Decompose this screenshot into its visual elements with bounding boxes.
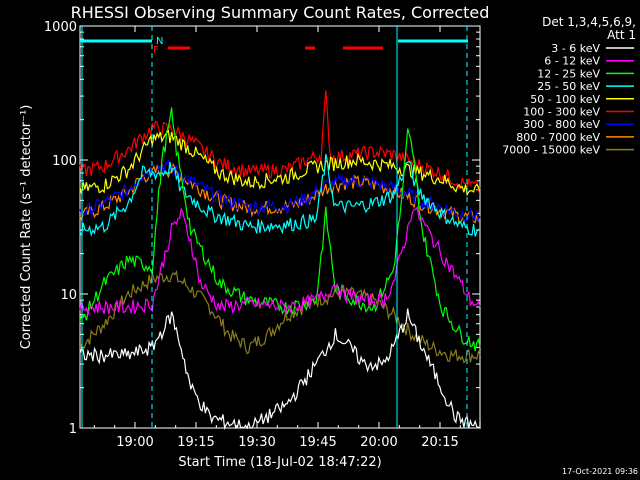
x-tick-label: 20:00 <box>360 435 397 450</box>
legend-label: 3 - 6 keV <box>551 42 600 55</box>
detector-info-line-2: Att 1 <box>607 28 636 42</box>
x-tick-label: 19:00 <box>116 435 153 450</box>
legend-label: 100 - 300 keV <box>523 106 600 119</box>
x-tick-label: 19:45 <box>299 435 336 450</box>
chart-title: RHESSI Observing Summary Count Rates, Co… <box>71 3 490 22</box>
series-line <box>79 205 481 315</box>
legend-label: 25 - 50 keV <box>537 80 600 93</box>
legend-label: 800 - 7000 keV <box>516 131 600 144</box>
flag-f-label: F <box>153 45 159 56</box>
legend-label: 7000 - 15000 keV <box>502 144 600 157</box>
x-tick-label: 20:15 <box>421 435 458 450</box>
series-line <box>79 308 481 431</box>
y-tick-label: 100 <box>52 154 77 169</box>
series-line <box>79 153 481 237</box>
legend-label: 6 - 12 keV <box>544 55 600 68</box>
flag-n-label: N <box>156 36 163 47</box>
detector-info-line-1: Det 1,3,4,5,6,9, <box>542 15 636 29</box>
series-line <box>79 269 481 364</box>
x-tick-label: 19:30 <box>238 435 275 450</box>
timestamp: 17-Oct-2021 09:36 <box>562 467 638 476</box>
x-tick-label: 19:15 <box>177 435 214 450</box>
y-tick-label: 10 <box>60 288 77 303</box>
y-axis-label: Corrected Count Rate (s⁻¹ detector⁻¹) <box>19 105 34 350</box>
y-tick-label: 1000 <box>44 20 77 35</box>
legend-label: 300 - 800 keV <box>523 118 600 131</box>
series-line <box>79 107 481 352</box>
x-axis-label: Start Time (18-Jul-02 18:47:22) <box>178 455 381 470</box>
plot-frame <box>79 25 481 429</box>
y-tick-label: 1 <box>69 422 77 437</box>
legend-label: 50 - 100 keV <box>530 93 600 106</box>
series-line <box>79 129 481 197</box>
legend-label: 12 - 25 keV <box>537 67 600 80</box>
